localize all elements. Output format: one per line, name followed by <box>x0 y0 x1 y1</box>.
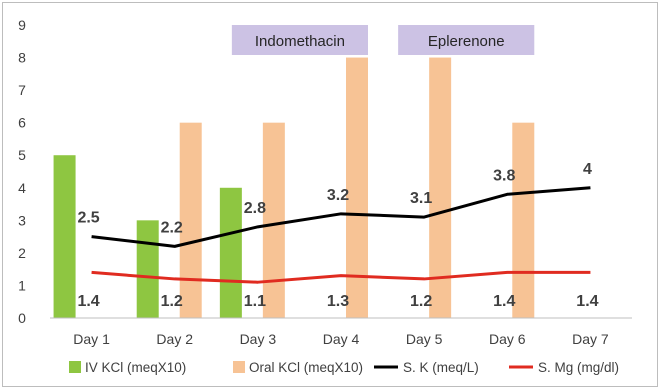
x-tick-label: Day 1 <box>73 331 110 347</box>
x-tick-label: Day 4 <box>323 331 360 347</box>
bar <box>429 57 452 319</box>
data-label: 1.4 <box>77 293 99 310</box>
legend-swatch <box>233 361 245 373</box>
data-label: 1.4 <box>576 293 598 310</box>
data-label: 1.2 <box>410 293 432 310</box>
data-label: 1.3 <box>327 293 349 310</box>
y-tick-label: 4 <box>18 180 26 196</box>
y-tick-label: 3 <box>18 212 26 228</box>
x-tick-label: Day 7 <box>572 331 609 347</box>
legend: IV KCl (meqX10) Oral KCl (meqX10) S. K (me… <box>69 360 619 375</box>
y-tick-label: 6 <box>18 115 26 131</box>
data-label: 1.1 <box>244 293 266 310</box>
y-tick-label: 8 <box>18 50 26 66</box>
y-tick-label: 9 <box>18 17 26 33</box>
y-axis: 0 1 2 3 4 5 6 7 8 9 <box>18 17 26 326</box>
bar <box>346 57 368 319</box>
data-label: 3.1 <box>410 190 432 207</box>
data-label: 3.8 <box>493 167 515 184</box>
annotation-box <box>231 25 368 55</box>
data-label: 2.2 <box>161 219 183 236</box>
data-label: 2.5 <box>77 210 99 227</box>
y-tick-label: 2 <box>18 245 26 261</box>
x-tick-label: Day 3 <box>240 331 277 347</box>
bars <box>53 57 535 319</box>
annotation-box <box>398 25 535 55</box>
data-label: 1.2 <box>161 293 183 310</box>
y-tick-label: 1 <box>18 277 26 293</box>
legend-swatch <box>69 361 81 373</box>
legend-label: IV KCl (meqX10) <box>85 360 186 375</box>
x-tick-label: Day 5 <box>406 331 443 347</box>
series-line <box>91 186 591 248</box>
annotation-label: Eplerenone <box>428 33 505 50</box>
series-line <box>91 270 591 284</box>
bar <box>262 122 285 319</box>
data-labels: 2.5 2.2 2.8 3.2 3.1 3.8 4 1.4 1.2 1.1 1.3 1.2 1.4 1.4 <box>77 161 598 310</box>
data-label: 2.8 <box>244 200 266 217</box>
annotation-label: Indomethacin <box>255 33 345 50</box>
legend-label: Oral KCl (meqX10) <box>249 360 363 375</box>
legend-label: S. Mg (mg/dl) <box>538 360 619 375</box>
x-tick-label: Day 2 <box>156 331 193 347</box>
data-label: 1.4 <box>493 293 515 310</box>
legend-label: S. K (meq/L) <box>403 360 479 375</box>
annotations: Indomethacin Eplerenone <box>231 25 535 55</box>
data-label: 3.2 <box>327 187 349 204</box>
bar <box>512 122 535 319</box>
data-label: 4 <box>583 161 592 178</box>
y-tick-label: 5 <box>18 147 26 163</box>
y-tick-label: 7 <box>18 82 26 98</box>
bar <box>136 220 159 318</box>
bar <box>219 187 242 318</box>
bar <box>53 155 76 318</box>
y-tick-label: 0 <box>18 310 26 326</box>
bar <box>179 122 202 319</box>
chart-frame <box>2 2 658 387</box>
x-tick-label: Day 6 <box>489 331 526 347</box>
x-axis: Day 1 Day 2 Day 3 Day 4 Day 5 Day 6 Day 7 <box>73 331 609 347</box>
lines <box>91 186 591 284</box>
